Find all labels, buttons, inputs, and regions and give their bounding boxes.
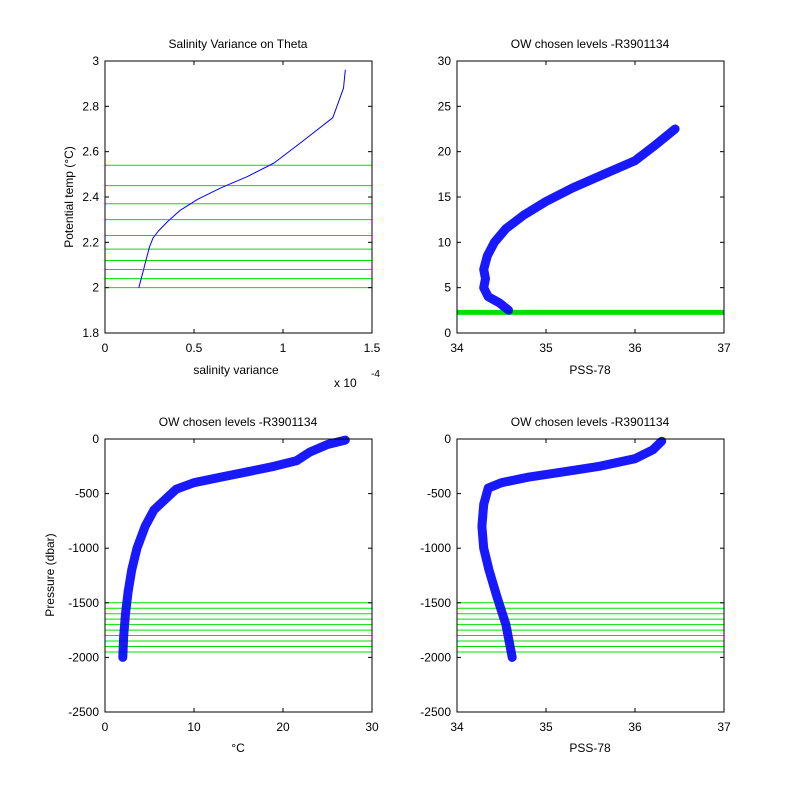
y-tick-label: 3 [92, 54, 99, 68]
x-tick-label: 0.5 [186, 341, 203, 355]
y-tick-label: 1.8 [82, 326, 99, 340]
y-axis-label: Pressure (dbar) [43, 533, 57, 616]
plot-area: 34 35 36 37 -2500 -2000 -1500 -1000 -500 0 [420, 432, 731, 734]
y-tick-label: 0 [92, 432, 99, 446]
x-scale-exponent: -4 [371, 369, 380, 380]
x-axis-label: salinity variance [193, 363, 279, 377]
panel-salinity-pressure: OW chosen levels -R3901134 34 35 36 37 -2500… [420, 415, 731, 755]
y-tick-label: -2500 [420, 705, 451, 719]
x-tick-label: 37 [717, 341, 731, 355]
y-tick-label: 2 [92, 281, 99, 295]
series-line [479, 124, 680, 315]
plot-area: 34 35 36 37 0 5 10 15 20 25 30 [438, 54, 731, 355]
x-tick-label: 1.5 [364, 341, 381, 355]
y-tick-label: 10 [438, 235, 452, 249]
panel-salinity-variance: Salinity Variance on Theta 0 0.5 1 1.5 1.8 2 2… [62, 37, 381, 390]
chosen-level-band [457, 309, 724, 315]
series-line [118, 435, 350, 662]
y-tick-label: 0 [444, 326, 451, 340]
series-line [477, 436, 667, 662]
plot-area: 0 0.5 1 1.5 1.8 2 2.2 2.4 2.6 2.8 3 [82, 54, 380, 355]
y-tick-label: -1000 [68, 541, 99, 555]
x-axis-label: PSS-78 [569, 363, 611, 377]
plot-area: 0 10 20 30 -2500 -2000 -1500 -1000 -500 0 [68, 432, 379, 734]
y-tick-label: 2.6 [82, 145, 99, 159]
y-tick-label: -2000 [68, 650, 99, 664]
x-tick-label: 0 [102, 341, 109, 355]
x-tick-label: 36 [628, 720, 642, 734]
y-tick-label: -1500 [68, 596, 99, 610]
axes-frame [456, 438, 725, 713]
x-tick-label: 34 [450, 341, 464, 355]
panel-theta-salinity: OW chosen levels -R3901134 34 35 36 37 0 5 10 1… [438, 37, 731, 377]
x-tick-label: 35 [539, 720, 553, 734]
x-tick-label: 20 [276, 720, 290, 734]
y-tick-label: -2500 [68, 705, 99, 719]
y-tick-label: 5 [444, 281, 451, 295]
y-tick-label: -1000 [420, 541, 451, 555]
y-tick-label: 2.2 [82, 235, 99, 249]
y-tick-label: 15 [438, 190, 452, 204]
panel-temp-pressure: OW chosen levels -R3901134 0 10 20 30 -2500 -… [43, 415, 379, 755]
y-tick-label: 20 [438, 145, 452, 159]
x-tick-label: 36 [628, 341, 642, 355]
x-tick-label: 30 [365, 720, 379, 734]
axes-frame [104, 438, 373, 713]
panel-title: OW chosen levels -R3901134 [511, 415, 670, 429]
x-scale-factor: x 10 [334, 376, 357, 390]
x-tick-label: 0 [102, 720, 109, 734]
x-axis-label: PSS-78 [569, 741, 611, 755]
y-tick-label: 2.4 [82, 190, 99, 204]
y-tick-label: 0 [444, 432, 451, 446]
panel-title: Salinity Variance on Theta [169, 37, 308, 51]
y-tick-label: -500 [75, 487, 99, 501]
y-tick-label: 30 [438, 54, 452, 68]
x-tick-label: 10 [187, 720, 201, 734]
x-tick-label: 34 [450, 720, 464, 734]
x-tick-label: 37 [717, 720, 731, 734]
y-tick-label: 2.8 [82, 99, 99, 113]
x-tick-label: 1 [280, 341, 287, 355]
y-axis-label: Potential temp (°C) [62, 146, 76, 248]
y-tick-label: 25 [438, 99, 452, 113]
x-axis-label: °C [231, 741, 245, 755]
series-line [138, 69, 346, 289]
panel-title: OW chosen levels -R3901134 [511, 37, 670, 51]
y-tick-label: -2000 [420, 650, 451, 664]
y-tick-label: -500 [427, 487, 451, 501]
panel-title: OW chosen levels -R3901134 [159, 415, 318, 429]
y-tick-label: -1500 [420, 596, 451, 610]
x-tick-label: 35 [539, 341, 553, 355]
